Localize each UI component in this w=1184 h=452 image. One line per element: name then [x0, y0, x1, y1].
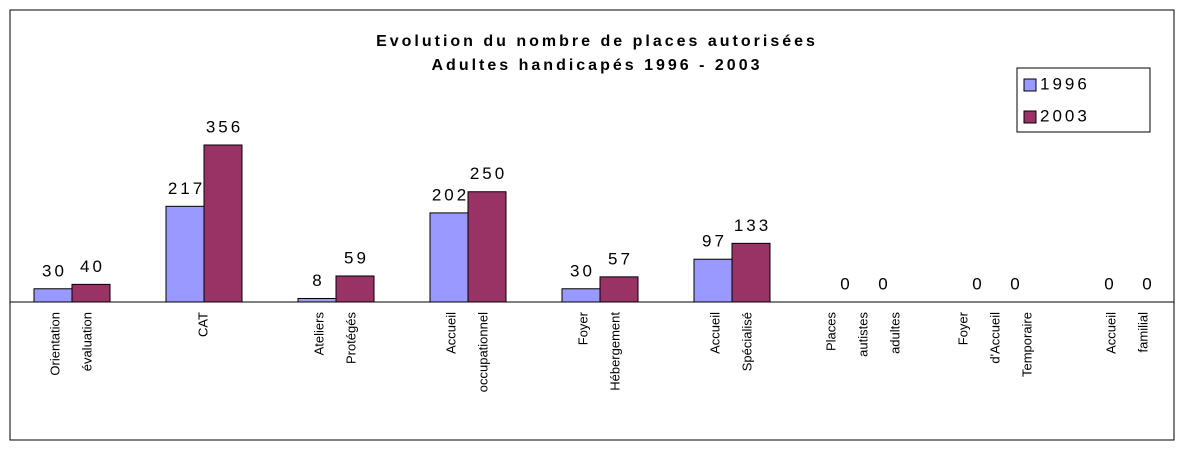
- chart-subtitle: Adultes handicapés 1996 - 2003: [432, 57, 763, 74]
- value-label: 30: [570, 261, 595, 280]
- value-label: 40: [80, 257, 105, 276]
- x-tick-label: d'Accueil: [987, 312, 1002, 364]
- value-label: 0: [972, 274, 984, 293]
- value-label: 0: [1104, 274, 1116, 293]
- value-label: 217: [168, 179, 205, 198]
- value-label: 0: [840, 274, 852, 293]
- x-tick-label: Accueil: [443, 312, 458, 354]
- x-tick-label: Hébergement: [607, 312, 622, 391]
- x-tick-label: autistes: [855, 312, 870, 357]
- value-label: 57: [608, 249, 633, 268]
- legend-swatch: [1023, 78, 1037, 92]
- bar: [429, 212, 469, 303]
- value-label: 97: [702, 232, 727, 251]
- x-tick-label: évaluation: [79, 312, 94, 371]
- x-tick-label: Ateliers: [311, 312, 326, 356]
- legend-label: 1996: [1040, 74, 1090, 93]
- legend-swatch: [1023, 110, 1037, 124]
- x-tick-label: Foyer: [575, 311, 590, 345]
- value-label: 0: [1142, 274, 1154, 293]
- legend-box: [1016, 67, 1151, 133]
- x-tick-label: occupationnel: [475, 312, 490, 392]
- bar: [297, 297, 337, 303]
- x-tick-label: Accueil: [1103, 312, 1118, 354]
- bar: [693, 258, 733, 303]
- value-label: 8: [312, 271, 324, 290]
- legend-label: 2003: [1040, 106, 1090, 125]
- value-label: 30: [42, 261, 67, 280]
- bar: [335, 275, 375, 303]
- bar: [33, 288, 73, 303]
- x-tick-label: Spécialisé: [739, 312, 754, 371]
- x-tick-label: Foyer: [955, 311, 970, 345]
- bar: [203, 144, 243, 303]
- bar: [561, 288, 601, 303]
- value-label: 202: [432, 185, 469, 204]
- x-tick-label: Protégés: [343, 312, 358, 365]
- value-label: 250: [470, 164, 507, 183]
- x-tick-label: familial: [1135, 312, 1150, 353]
- x-tick-label: CAT: [195, 312, 210, 337]
- x-tick-label: Temporaire: [1019, 312, 1034, 377]
- value-label: 0: [878, 274, 890, 293]
- x-tick-label: Places: [823, 312, 838, 352]
- x-tick-label: Accueil: [707, 312, 722, 354]
- bar: [165, 205, 205, 303]
- value-label: 133: [734, 216, 771, 235]
- value-label: 356: [206, 117, 243, 136]
- value-label: 0: [1010, 274, 1022, 293]
- bar: [71, 283, 111, 303]
- x-tick-label: Orientation: [47, 312, 62, 376]
- bar: [731, 242, 771, 303]
- bar: [467, 191, 507, 303]
- value-label: 59: [344, 248, 369, 267]
- bar: [599, 276, 639, 303]
- chart-title: Evolution du nombre de places autorisées: [376, 33, 818, 50]
- x-tick-label: adultes: [887, 312, 902, 354]
